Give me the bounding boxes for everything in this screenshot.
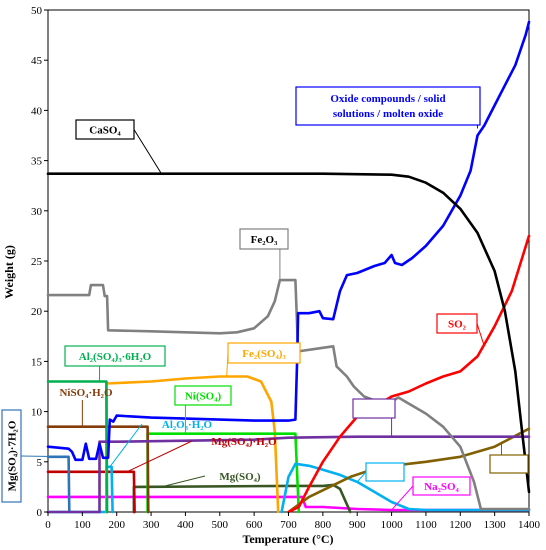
series-label-na2so4: Na₂SO₄ <box>391 476 471 511</box>
label-box <box>239 228 289 250</box>
x-tick-label: 0 <box>45 519 51 531</box>
label-text: NiSO₄·H₂O <box>59 387 112 399</box>
label-box <box>436 313 478 334</box>
label-text: Fe₂O₃ <box>251 234 278 246</box>
series-label-al2o3-h2o: Al₂O₃·H₂O <box>109 419 213 468</box>
label-text: CaSO₄ <box>89 125 121 137</box>
label-box <box>489 454 529 474</box>
label-box <box>1 409 22 503</box>
y-tick-label: 50 <box>31 5 43 17</box>
series-line-al2o3-h2o <box>46 465 114 514</box>
label-text: Na₂SO₄ <box>424 481 459 493</box>
series-line-fe2-so4-3 <box>105 375 280 514</box>
x-tick-label: 1400 <box>518 519 541 531</box>
label-layer: CaSO₄ Oxide compounds / solid solutions / … <box>1 86 529 511</box>
label-box <box>412 476 471 496</box>
x-tick-label: 600 <box>246 519 263 531</box>
y-tick-label: 5 <box>37 457 43 469</box>
label-leader <box>161 475 206 488</box>
series-line-h2o <box>46 435 531 514</box>
series-line-oxide-compounds-solid-solutions-molten-oxide <box>46 20 531 462</box>
x-tick-label: 500 <box>212 519 229 531</box>
y-tick-label: 20 <box>31 306 43 318</box>
series-label-niso4-h2o: NiSO₄·H₂O <box>59 387 113 427</box>
x-tick-label: 800 <box>315 519 332 531</box>
label-leader <box>356 471 367 483</box>
label-text: Al₂O₃·H₂O <box>162 419 213 431</box>
series-label-fe2o3: Fe₂O₃ <box>239 228 289 281</box>
y-tick-label: 25 <box>31 256 43 268</box>
label-leader <box>109 423 143 468</box>
x-tick-label: 900 <box>349 519 366 531</box>
label-text: Mg(SO₄) <box>219 471 261 483</box>
label-text: SO₂ <box>448 319 467 331</box>
axis-layer: 0 100 200 300 400 500 600 700 800 900 1000 1100 1200… <box>31 5 541 531</box>
label-text-line: Oxide compounds / solid <box>330 93 445 105</box>
series-label-o2: O₂ <box>489 441 529 474</box>
y-tick-label: 30 <box>31 206 43 218</box>
label-leader <box>391 485 414 511</box>
y-tick-label: 15 <box>31 356 43 368</box>
series-line-na2so4 <box>46 495 531 512</box>
y-tick-label: 45 <box>31 55 43 67</box>
label-box <box>227 342 301 364</box>
label-text-line: solutions / molten oxide <box>333 108 443 120</box>
y-tick-label: 10 <box>31 407 43 419</box>
y-tick-label: 35 <box>31 156 43 168</box>
series-label-h2o: H₂O <box>352 398 396 437</box>
label-leader <box>20 455 69 458</box>
series-label-oxide-compounds-solid-solutions-molten-oxide: Oxide compounds / solid solutions / molte… <box>295 86 481 129</box>
x-tick-label: 700 <box>280 519 297 531</box>
series-line-caso4 <box>46 172 531 494</box>
y-tick-label: 40 <box>31 105 43 117</box>
series-label-fe2-so4-3: Fe₂(SO₄)₃ <box>226 342 301 377</box>
label-box <box>64 345 166 367</box>
series-line-niso4-h2o <box>46 425 150 514</box>
label-text: SO₃ <box>376 467 395 479</box>
label-text: Mg(SO₄)·7H₂O <box>7 420 19 491</box>
x-tick-label: 300 <box>143 519 160 531</box>
y-tick-label: 0 <box>37 507 43 519</box>
series-line-mg-so4-h2o <box>46 470 136 514</box>
x-tick-label: 1300 <box>484 519 507 531</box>
series-label-al2-so4-3-6h2o: Al₂(SO₄)₃·6H₂O <box>64 345 166 382</box>
y-axis-title: Weight (g) <box>2 245 16 299</box>
series-label-mg-so4-7h2o: Mg(SO₄)·7H₂O <box>1 409 69 503</box>
series-label-so2: SO₂ <box>436 313 485 347</box>
label-box <box>174 385 232 406</box>
series-line-so2 <box>287 234 531 514</box>
x-tick-label: 1100 <box>415 519 437 531</box>
x-axis-title: Temperature (°C) <box>242 532 333 546</box>
series-label-mg-so4-h2o: Mg(SO₄)·H₂O <box>126 436 277 473</box>
label-text: Fe₂(SO₄)₃ <box>242 348 286 360</box>
label-leader <box>476 323 485 347</box>
label-box <box>352 398 396 419</box>
series-line-mg-so4-7h2o <box>46 455 71 514</box>
label-text: H₂O <box>364 404 385 416</box>
label-text: Mg(SO₄)·H₂O <box>211 436 277 448</box>
x-tick-label: 1200 <box>449 519 472 531</box>
series-label-mg-so4-: Mg(SO₄) <box>161 471 261 488</box>
x-tick-label: 100 <box>74 519 91 531</box>
series-layer <box>46 20 531 514</box>
label-text: Al₂(SO₄)₃·6H₂O <box>79 351 152 363</box>
x-tick-label: 200 <box>108 519 125 531</box>
series-label-caso4: CaSO₄ <box>75 119 162 174</box>
label-box <box>75 119 135 140</box>
label-text: Ni(SO₄) <box>185 391 222 403</box>
label-leader <box>133 129 162 174</box>
x-tick-label: 1000 <box>381 519 404 531</box>
series-line-al2-so4-3-6h2o <box>46 380 109 514</box>
x-tick-label: 400 <box>177 519 194 531</box>
series-label-so3: SO₃ <box>356 462 405 483</box>
series-label-ni-so4-: Ni(SO₄) <box>174 385 232 434</box>
label-box <box>295 86 481 126</box>
label-box <box>365 462 405 482</box>
label-text: O₂ <box>503 459 516 471</box>
label-leader <box>126 440 193 473</box>
